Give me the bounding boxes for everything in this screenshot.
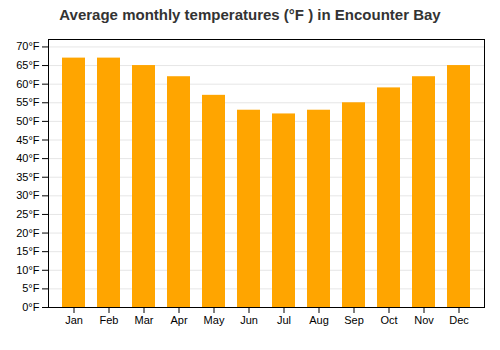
svg-text:Apr: Apr: [170, 314, 187, 326]
svg-text:Nov: Nov: [414, 314, 434, 326]
svg-text:10°F: 10°F: [16, 264, 40, 276]
svg-text:Mar: Mar: [135, 314, 154, 326]
svg-text:65°F: 65°F: [16, 59, 40, 71]
html-text:Average monthly temperatures (: Average monthly temperatures (°F ) in En…: [59, 6, 441, 23]
svg-text:30°F: 30°F: [16, 189, 40, 201]
svg-text:0°F: 0°F: [22, 301, 40, 313]
svg-text:55°F: 55°F: [16, 96, 40, 108]
svg-text:Oct: Oct: [380, 314, 397, 326]
svg-text:Jan: Jan: [65, 314, 83, 326]
svg-text:50°F: 50°F: [16, 115, 40, 127]
svg-text:Dec: Dec: [449, 314, 469, 326]
svg-text:15°F: 15°F: [16, 245, 40, 257]
svg-text:May: May: [204, 314, 225, 326]
svg-text:20°F: 20°F: [16, 227, 40, 239]
svg-text:5°F: 5°F: [22, 282, 40, 294]
svg-text:Jun: Jun: [240, 314, 258, 326]
svg-text:70°F: 70°F: [16, 40, 40, 52]
svg-text:25°F: 25°F: [16, 208, 40, 220]
svg-text:45°F: 45°F: [16, 134, 40, 146]
svg-text:Jul: Jul: [277, 314, 291, 326]
svg-text:Aug: Aug: [309, 314, 329, 326]
svg-text:Sep: Sep: [344, 314, 364, 326]
svg-text:60°F: 60°F: [16, 78, 40, 90]
svg-text:Feb: Feb: [100, 314, 119, 326]
svg-text:40°F: 40°F: [16, 152, 40, 164]
svg-text:35°F: 35°F: [16, 171, 40, 183]
